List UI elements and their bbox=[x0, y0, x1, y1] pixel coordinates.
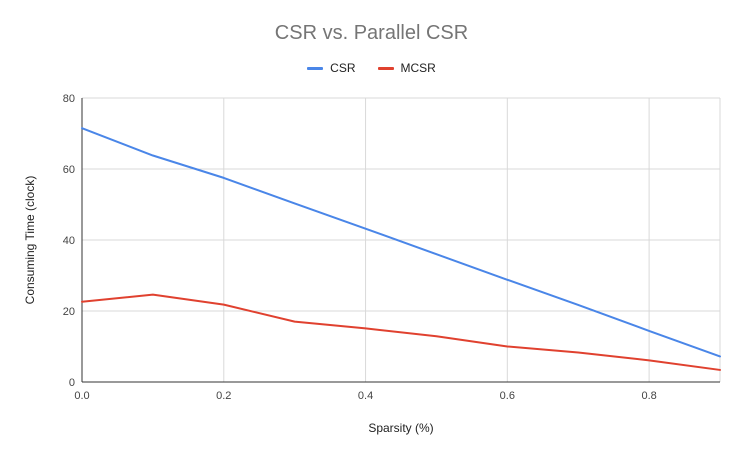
y-axis-title: Consuming Time (clock) bbox=[23, 176, 37, 305]
legend-label-csr: CSR bbox=[330, 61, 356, 75]
legend-item-mcsr: MCSR bbox=[377, 61, 436, 75]
x-tick-label: 0.0 bbox=[74, 390, 89, 402]
y-tick-label: 40 bbox=[63, 235, 75, 247]
y-tick-label: 60 bbox=[63, 164, 75, 176]
y-tick-label: 20 bbox=[63, 306, 75, 318]
y-tick-label: 0 bbox=[69, 377, 75, 389]
legend-label-mcsr: MCSR bbox=[400, 61, 436, 75]
x-tick-label: 0.8 bbox=[641, 390, 656, 402]
legend-item-csr: CSR bbox=[307, 61, 356, 75]
x-tick-label: 0.2 bbox=[216, 390, 231, 402]
y-tick-label: 80 bbox=[63, 93, 75, 105]
x-tick-label: 0.4 bbox=[358, 390, 373, 402]
series-line-csr bbox=[81, 127, 721, 358]
series-line-mcsr bbox=[81, 293, 721, 371]
legend-swatch-mcsr bbox=[377, 66, 394, 70]
x-tick-label: 0.6 bbox=[500, 390, 515, 402]
legend-swatch-csr bbox=[307, 66, 324, 70]
chart-title: CSR vs. Parallel CSR bbox=[274, 22, 469, 44]
x-axis-title: Sparsity (%) bbox=[368, 421, 433, 435]
legend: CSR MCSR bbox=[0, 61, 743, 75]
